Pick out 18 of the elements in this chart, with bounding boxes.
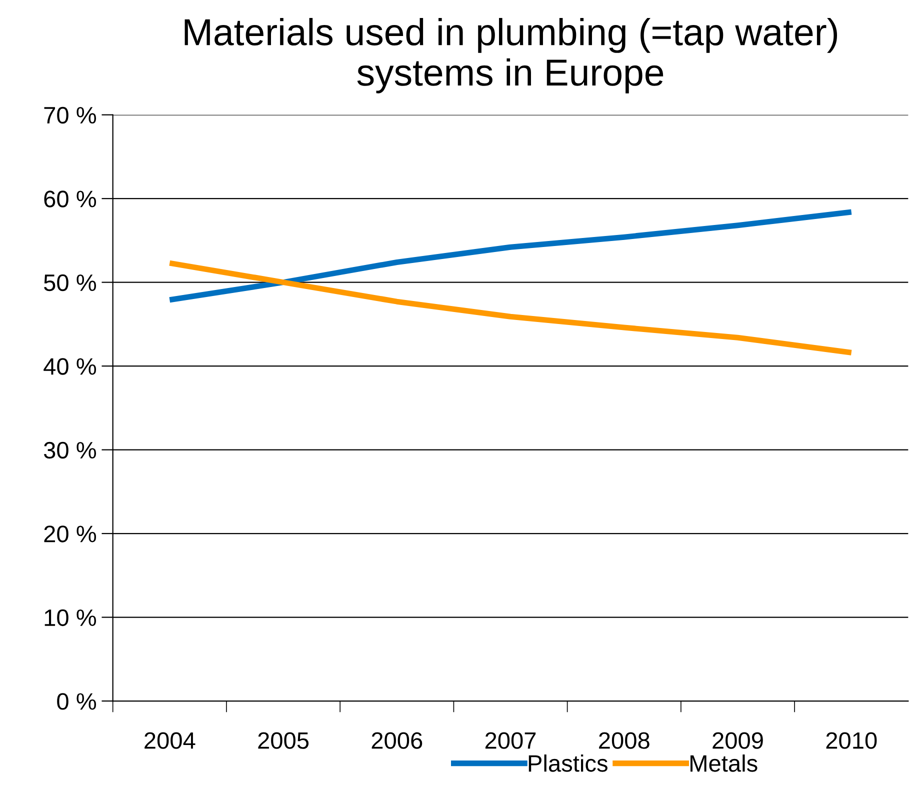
- y-tick-label: 20 %: [44, 526, 96, 542]
- y-tick-label: 60 %: [44, 190, 96, 208]
- x-tick-label: 2006: [372, 732, 422, 749]
- legend-label: Metals: [690, 754, 758, 772]
- x-tick-label: 2007: [485, 732, 536, 749]
- x-tick-label: 2010: [826, 732, 877, 749]
- y-tick-label: 50 %: [44, 274, 96, 292]
- y-tick-label: 0 %: [57, 693, 96, 710]
- x-tick-label: 2005: [258, 732, 309, 749]
- chart-title: Materials used in plumbing (=tap water) systems in Europe: [184, 18, 838, 94]
- x-tick-label: 2008: [599, 732, 650, 749]
- y-tick-label: 40 %: [44, 358, 96, 375]
- x-tick-label: 2004: [144, 732, 196, 749]
- legend-label: Plastics: [528, 754, 608, 772]
- y-tick-label: 30 %: [44, 442, 96, 459]
- x-tick-label: 2009: [712, 732, 763, 749]
- y-tick-label: 70 %: [44, 106, 96, 124]
- y-tick-label: 10 %: [44, 609, 96, 626]
